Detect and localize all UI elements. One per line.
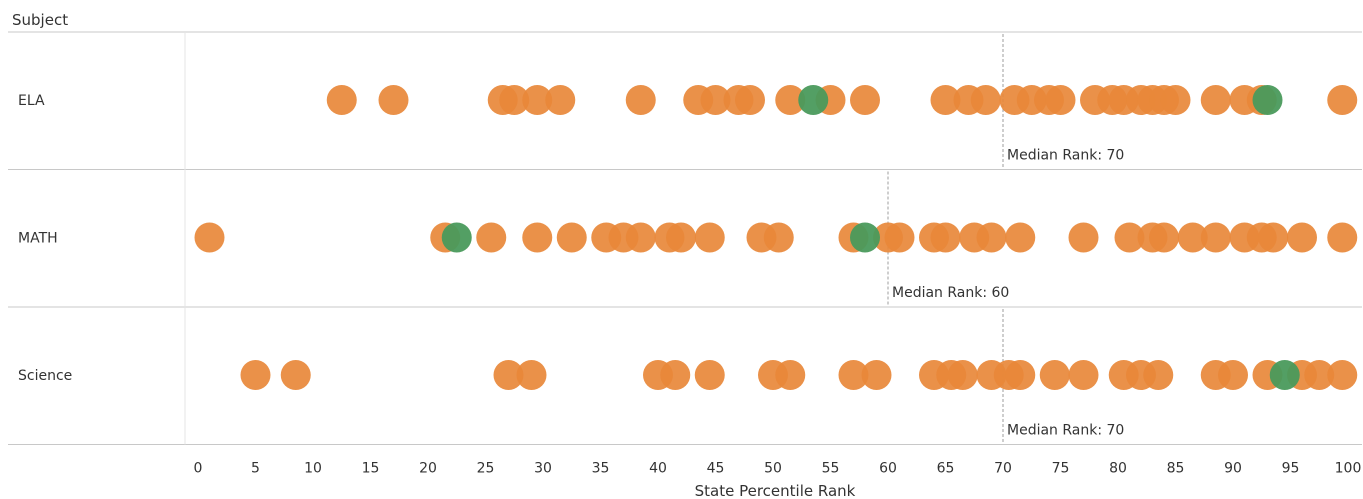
median-label-ela: Median Rank: 70 (1007, 148, 1124, 164)
data-point-science (493, 360, 524, 390)
data-point-ela (378, 85, 409, 115)
data-point-ela (735, 85, 765, 115)
highlight-point-ela (1252, 85, 1283, 115)
data-point-science (240, 360, 271, 390)
x-tick-label: 95 (1282, 461, 1300, 477)
data-point-ela (326, 85, 357, 115)
x-tick-label: 75 (1052, 461, 1070, 477)
data-point-ela (1160, 85, 1191, 115)
data-point-math (1327, 222, 1358, 253)
data-point-science (660, 360, 691, 390)
data-point-science (1304, 360, 1335, 390)
data-point-ela (1327, 85, 1358, 115)
data-point-math (1287, 222, 1317, 253)
data-point-math (556, 222, 587, 253)
x-axis-title: State Percentile Rank (695, 482, 856, 499)
data-point-science (838, 360, 869, 390)
x-tick-label: 80 (1109, 461, 1127, 477)
data-point-ela (775, 85, 806, 115)
row-label-ela: ELA (18, 93, 45, 109)
highlight-point-ela (798, 85, 829, 115)
x-tick-label: 85 (1167, 461, 1185, 477)
data-point-ela (625, 85, 656, 115)
data-point-math (1114, 222, 1145, 253)
row-label-science: Science (18, 368, 72, 384)
highlight-point-science (1269, 360, 1300, 390)
median-label-math: Median Rank: 60 (892, 285, 1009, 301)
data-point-math (666, 222, 696, 253)
data-point-ela (545, 85, 576, 115)
data-point-math (476, 222, 507, 253)
x-tick-label: 5 (251, 461, 260, 477)
data-point-ela (930, 85, 961, 115)
x-tick-label: 15 (362, 461, 380, 477)
data-point-math (763, 222, 794, 253)
data-point-math (930, 222, 961, 253)
data-point-science (280, 360, 311, 390)
x-tick-label: 60 (879, 461, 897, 477)
data-point-science (516, 360, 547, 390)
data-point-ela (970, 85, 1001, 115)
x-tick-label: 40 (649, 461, 667, 477)
data-point-science (1039, 360, 1070, 390)
data-point-science (1068, 360, 1099, 390)
data-point-math (884, 222, 915, 253)
data-point-science (694, 360, 725, 390)
data-point-math (1149, 222, 1179, 253)
data-point-science (861, 360, 892, 390)
x-tick-label: 45 (707, 461, 725, 477)
data-point-math (976, 222, 1007, 253)
data-point-science (1218, 360, 1248, 390)
x-tick-label: 25 (477, 461, 495, 477)
highlight-point-math (850, 222, 880, 253)
x-tick-label: 0 (194, 461, 203, 477)
data-point-ela (499, 85, 530, 115)
data-point-math (194, 222, 225, 253)
data-point-ela (850, 85, 880, 115)
x-tick-label: 100 (1335, 461, 1362, 477)
data-point-math (1200, 222, 1231, 253)
data-point-science (947, 360, 978, 390)
data-point-math (522, 222, 553, 253)
median-label-science: Median Rank: 70 (1007, 423, 1124, 439)
data-point-ela (522, 85, 553, 115)
data-point-math (1005, 222, 1036, 253)
x-tick-label: 65 (937, 461, 955, 477)
x-tick-label: 50 (764, 461, 782, 477)
data-point-math (1068, 222, 1099, 253)
row-header-label: Subject (12, 11, 68, 29)
x-tick-label: 30 (534, 461, 552, 477)
data-point-math (1177, 222, 1208, 253)
row-label-math: MATH (18, 231, 58, 247)
data-point-math (694, 222, 725, 253)
data-point-ela (1045, 85, 1076, 115)
data-point-math (625, 222, 656, 253)
x-tick-label: 20 (419, 461, 437, 477)
x-tick-label: 10 (304, 461, 322, 477)
highlight-point-math (441, 222, 472, 253)
x-tick-label: 35 (592, 461, 610, 477)
data-point-ela (700, 85, 731, 115)
data-point-science (775, 360, 806, 390)
data-point-science (1327, 360, 1358, 390)
data-point-science (1143, 360, 1174, 390)
data-point-math (1258, 222, 1289, 253)
x-tick-label: 55 (822, 461, 840, 477)
data-point-ela (1200, 85, 1231, 115)
data-point-science (1005, 360, 1036, 390)
x-tick-label: 70 (994, 461, 1012, 477)
x-tick-label: 90 (1224, 461, 1242, 477)
